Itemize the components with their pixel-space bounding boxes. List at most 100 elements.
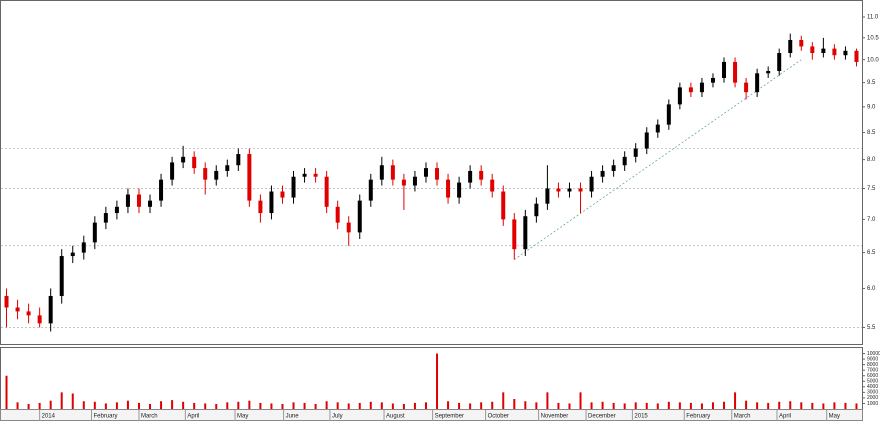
volume-bar: [546, 392, 549, 409]
y-tick-label: 1000: [867, 401, 878, 407]
volume-bar: [789, 401, 792, 409]
volume-panel: [0, 347, 863, 410]
y-tick-label: 5000: [867, 379, 878, 385]
candle-body: [103, 213, 108, 223]
candle-body: [479, 170, 484, 180]
x-tick-label: February: [94, 414, 118, 420]
y-tick-label: 10.0: [867, 57, 879, 63]
volume-bar: [93, 401, 96, 409]
volume-bar: [491, 401, 494, 409]
x-tick-label: April: [187, 414, 199, 420]
candle-body: [633, 148, 638, 157]
candle-body: [258, 200, 263, 214]
x-tick-label: May: [237, 414, 248, 420]
volume-bar: [458, 402, 461, 409]
candle-body: [611, 165, 616, 171]
candle-body: [457, 182, 462, 198]
volume-bar: [325, 401, 328, 409]
x-tick-label: June: [286, 414, 300, 420]
price-panel: [0, 0, 863, 345]
volume-bar: [634, 402, 637, 409]
candle-body: [401, 179, 406, 186]
y-tick-label: 8.5: [867, 130, 876, 136]
volume-bar: [104, 403, 107, 409]
volume-bar: [524, 401, 527, 409]
candle-body: [379, 165, 384, 180]
volume-bar: [436, 353, 439, 409]
candle-body: [159, 179, 164, 201]
x-tick-label: November: [541, 414, 569, 420]
candle-body: [335, 206, 340, 223]
volume-bar: [424, 402, 427, 409]
y-tick-label: 9000: [867, 356, 878, 362]
candle-body: [269, 191, 274, 214]
volume-bar: [71, 393, 74, 409]
y-tick-label: 7000: [867, 368, 878, 374]
volume-bar: [447, 401, 450, 409]
x-tick-label: March: [734, 414, 751, 420]
volume-bar: [667, 401, 670, 409]
volume-bar: [82, 401, 85, 409]
x-tick-label: July: [332, 414, 343, 420]
candle-body: [666, 104, 671, 125]
candle-body: [777, 53, 782, 72]
y-tick-label: 11.0: [867, 15, 879, 21]
x-tick-label: December: [588, 414, 616, 420]
candle-body: [170, 162, 175, 180]
y-tick-label: 6.0: [867, 286, 876, 292]
x-tick-label: April: [779, 414, 791, 420]
x-tick-label: October: [488, 414, 509, 420]
volume-bar: [171, 400, 174, 409]
volume-bar: [137, 402, 140, 409]
candle-body: [644, 132, 649, 149]
volume-bar: [149, 404, 152, 409]
candle-body: [578, 188, 583, 192]
y-tick-label: 2000: [867, 395, 878, 401]
volume-bar: [160, 401, 163, 409]
volume-bar: [689, 402, 692, 409]
candle-body: [81, 242, 86, 253]
volume-bar: [281, 404, 284, 409]
candle-body: [677, 87, 682, 105]
volume-bar: [259, 402, 262, 409]
volume-bar: [513, 399, 516, 409]
volume-bar: [248, 400, 251, 409]
volume-bar: [391, 403, 394, 409]
volume-bar: [833, 402, 836, 409]
volume-bar: [204, 403, 207, 409]
candle-body: [26, 311, 31, 316]
candle-body: [766, 71, 771, 74]
candle-body: [192, 156, 197, 169]
candle-body: [435, 168, 440, 180]
volume-bar: [745, 400, 748, 409]
volume-bar: [711, 402, 714, 409]
candle-body: [490, 179, 495, 192]
candle-body: [788, 39, 793, 54]
y-tick-label: 9.5: [867, 80, 876, 86]
volume-bar: [380, 402, 383, 409]
candle-body: [832, 48, 837, 56]
y-tick-label: 10000: [867, 351, 880, 357]
volume-bar: [115, 402, 118, 409]
candle-body: [291, 176, 296, 198]
candle-body: [545, 188, 550, 204]
y-tick-label: 10.5: [867, 35, 879, 41]
volume-bar: [811, 402, 814, 409]
candle-body: [280, 191, 285, 198]
x-tick-label: September: [435, 414, 464, 420]
candle-body: [346, 222, 351, 233]
volume-bar: [700, 403, 703, 409]
volume-bar: [336, 402, 339, 409]
candle-body: [710, 77, 715, 83]
candle-body: [468, 170, 473, 183]
volume-bar: [16, 402, 19, 409]
candle-body: [854, 50, 859, 62]
volume-bar: [612, 402, 615, 409]
candle-body: [357, 200, 362, 233]
volume-bar: [756, 402, 759, 409]
candle-body: [688, 87, 693, 93]
x-tick-label: 2015: [634, 414, 648, 420]
volume-bar: [270, 403, 273, 409]
candle-body: [512, 219, 517, 250]
volume-bar: [535, 402, 538, 409]
